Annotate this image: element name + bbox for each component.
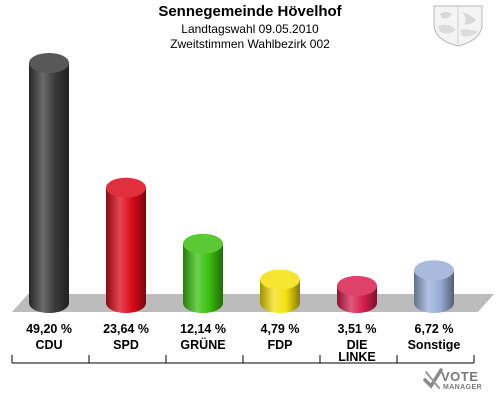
bar-body (414, 270, 454, 313)
bar-top (106, 177, 146, 198)
value-label: 49,20 % (26, 322, 72, 336)
bar-cdu (29, 53, 69, 313)
coat-of-arms-icon (433, 5, 483, 47)
bar-sonstige (414, 260, 454, 313)
bar-top (183, 233, 223, 254)
category-label: DIE (347, 338, 368, 352)
category-label: Sonstige (408, 338, 461, 352)
value-label: 12,14 % (180, 322, 226, 336)
bar-body (183, 243, 223, 313)
chart-subtitle-ballot: Zweitstimmen Wahlbezirk 002 (170, 37, 330, 51)
checkmark-icon (423, 368, 443, 389)
bar-top (414, 260, 454, 281)
value-label: 23,64 % (103, 322, 149, 336)
bar-top (260, 269, 300, 290)
bar-top (337, 275, 377, 296)
value-label: 6,72 % (415, 322, 454, 336)
bar-grüne (183, 233, 223, 313)
category-label: FDP (268, 338, 293, 352)
bar-die-linke (337, 275, 377, 313)
logo-line2: MANAGER (443, 384, 482, 391)
bar-fdp (260, 269, 300, 313)
category-label: CDU (35, 338, 62, 352)
chart-title: Sennegemeinde Hövelhof (158, 3, 342, 20)
category-label: GRÜNE (180, 337, 225, 352)
value-label: 4,79 % (261, 322, 300, 336)
logo-line1: VOTE (441, 369, 479, 384)
vote-manager-logo: VOTE MANAGER (423, 366, 497, 396)
chart-subtitle-election: Landtagswahl 09.05.2010 (181, 22, 319, 36)
bar-body (29, 63, 69, 313)
value-label: 3,51 % (338, 322, 377, 336)
category-label: SPD (113, 338, 139, 352)
bar-spd (106, 177, 146, 313)
category-label: LINKE (338, 350, 376, 364)
bar-body (106, 187, 146, 313)
bar-top (29, 53, 69, 73)
